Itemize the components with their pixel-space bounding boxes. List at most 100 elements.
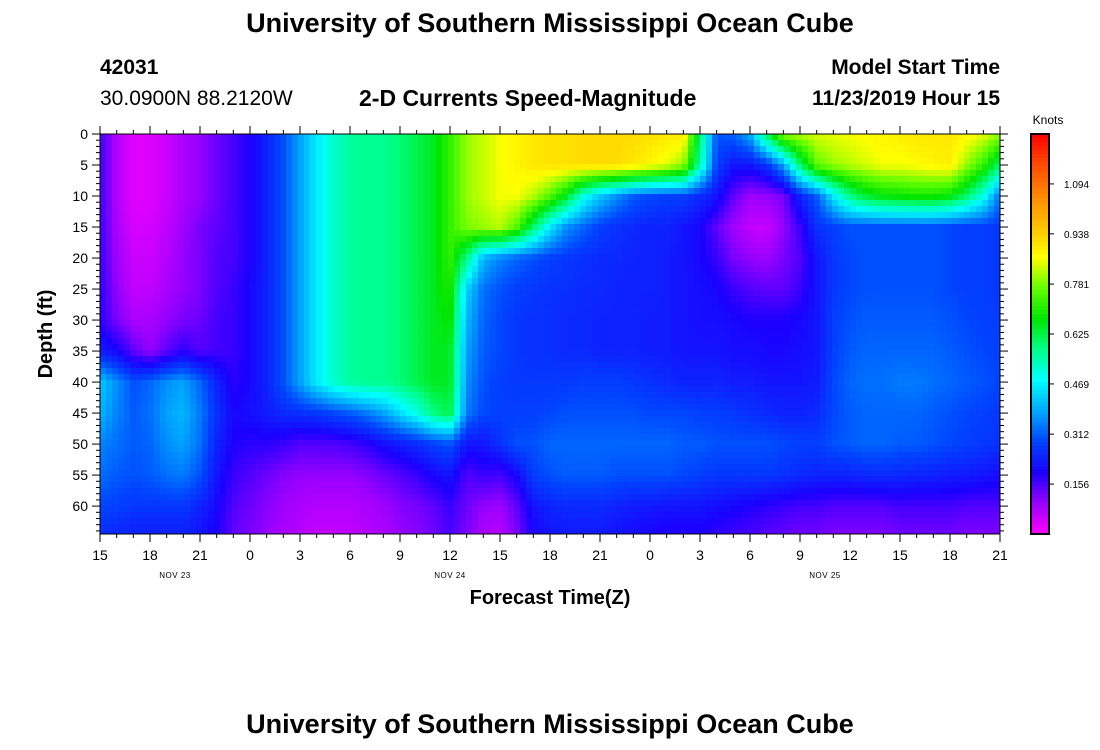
heatmap-cell bbox=[970, 224, 977, 231]
heatmap-cell bbox=[460, 272, 467, 279]
heatmap-cell bbox=[616, 320, 623, 327]
heatmap-cell bbox=[958, 302, 965, 309]
heatmap-cell bbox=[466, 194, 473, 201]
heatmap-cell bbox=[154, 152, 161, 159]
heatmap-cell bbox=[202, 296, 209, 303]
heatmap-cell bbox=[622, 326, 629, 333]
heatmap-cell bbox=[316, 224, 323, 231]
heatmap-cell bbox=[364, 212, 371, 219]
heatmap-cell bbox=[286, 272, 293, 279]
heatmap-cell bbox=[226, 206, 233, 213]
heatmap-cell bbox=[172, 266, 179, 273]
heatmap-cell bbox=[160, 170, 167, 177]
heatmap-cell bbox=[136, 296, 143, 303]
heatmap-cell bbox=[814, 308, 821, 315]
heatmap-cell bbox=[172, 290, 179, 297]
heatmap-cell bbox=[628, 182, 635, 189]
heatmap-cell bbox=[850, 320, 857, 327]
heatmap-cell bbox=[466, 164, 473, 171]
heatmap-cell bbox=[292, 176, 299, 183]
heatmap-cell bbox=[568, 284, 575, 291]
heatmap-cell bbox=[562, 194, 569, 201]
heatmap-cell bbox=[742, 224, 749, 231]
heatmap-cell bbox=[298, 254, 305, 261]
heatmap-cell bbox=[394, 326, 401, 333]
heatmap-cell bbox=[412, 308, 419, 315]
heatmap-cell bbox=[604, 170, 611, 177]
heatmap-cell bbox=[328, 320, 335, 327]
heatmap-cell bbox=[508, 206, 515, 213]
heatmap-cell bbox=[382, 218, 389, 225]
heatmap-cell bbox=[604, 326, 611, 333]
heatmap-cell bbox=[406, 194, 413, 201]
heatmap-cell bbox=[172, 170, 179, 177]
heatmap-cell bbox=[214, 266, 221, 273]
heatmap-cell bbox=[304, 260, 311, 267]
heatmap-cell bbox=[658, 230, 665, 237]
heatmap-cell bbox=[190, 224, 197, 231]
heatmap-cell bbox=[382, 176, 389, 183]
heatmap-cell bbox=[622, 308, 629, 315]
heatmap-cell bbox=[118, 158, 125, 165]
heatmap-cell bbox=[544, 152, 551, 159]
heatmap-cell bbox=[712, 146, 719, 153]
heatmap-cell bbox=[802, 260, 809, 267]
heatmap-cell bbox=[274, 248, 281, 255]
heatmap-cell bbox=[238, 158, 245, 165]
heatmap-cell bbox=[832, 182, 839, 189]
heatmap-cell bbox=[286, 284, 293, 291]
heatmap-cell bbox=[484, 212, 491, 219]
heatmap-cell bbox=[238, 212, 245, 219]
heatmap-cell bbox=[292, 194, 299, 201]
heatmap-cell bbox=[886, 200, 893, 207]
heatmap-cell bbox=[994, 218, 1001, 225]
heatmap-cell bbox=[448, 236, 455, 243]
heatmap-cell bbox=[508, 146, 515, 153]
heatmap-cell bbox=[562, 314, 569, 321]
heatmap-cell bbox=[136, 194, 143, 201]
heatmap-cell bbox=[922, 164, 929, 171]
heatmap-cell bbox=[316, 254, 323, 261]
heatmap-cell bbox=[952, 284, 959, 291]
heatmap-cell bbox=[208, 266, 215, 273]
heatmap-cell bbox=[220, 248, 227, 255]
heatmap-cell bbox=[478, 272, 485, 279]
heatmap-cell bbox=[916, 212, 923, 219]
heatmap-cell bbox=[292, 314, 299, 321]
heatmap-cell bbox=[358, 242, 365, 249]
heatmap-cell bbox=[850, 308, 857, 315]
heatmap-cell bbox=[178, 290, 185, 297]
heatmap-cell bbox=[544, 224, 551, 231]
heatmap-cell bbox=[766, 266, 773, 273]
heatmap-cell bbox=[490, 230, 497, 237]
heatmap-cell bbox=[706, 326, 713, 333]
heatmap-cell bbox=[862, 284, 869, 291]
heatmap-cell bbox=[814, 152, 821, 159]
heatmap-cell bbox=[268, 230, 275, 237]
heatmap-cell bbox=[316, 236, 323, 243]
heatmap-cell bbox=[964, 296, 971, 303]
heatmap-cell bbox=[196, 188, 203, 195]
heatmap-cell bbox=[922, 206, 929, 213]
heatmap-cell bbox=[904, 152, 911, 159]
heatmap-cell bbox=[172, 140, 179, 147]
heatmap-cell bbox=[580, 182, 587, 189]
heatmap-cell bbox=[298, 320, 305, 327]
heatmap-cell bbox=[196, 314, 203, 321]
heatmap-cell bbox=[754, 212, 761, 219]
heatmap-cell bbox=[328, 248, 335, 255]
heatmap-cell bbox=[484, 182, 491, 189]
heatmap-cell bbox=[334, 320, 341, 327]
heatmap-cell bbox=[916, 242, 923, 249]
heatmap-cell bbox=[250, 320, 257, 327]
heatmap-cell bbox=[460, 188, 467, 195]
heatmap-cell bbox=[796, 278, 803, 285]
heatmap-cell bbox=[676, 308, 683, 315]
heatmap-cell bbox=[592, 272, 599, 279]
heatmap-cell bbox=[382, 290, 389, 297]
heatmap-cell bbox=[838, 308, 845, 315]
heatmap-cell bbox=[100, 152, 107, 159]
heatmap-cell bbox=[922, 326, 929, 333]
heatmap-cell bbox=[298, 224, 305, 231]
heatmap-cell bbox=[118, 176, 125, 183]
